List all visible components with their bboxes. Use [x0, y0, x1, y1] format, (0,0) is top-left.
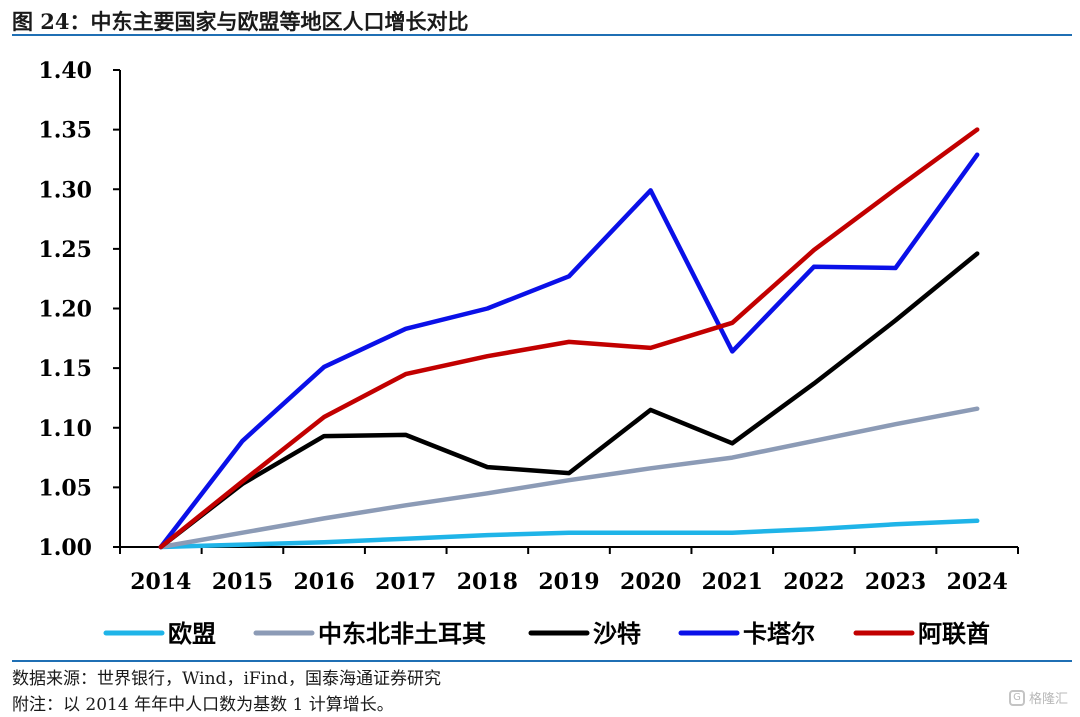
x-tick-label: 2023 — [865, 569, 926, 595]
chart-axes: 1.00 1.05 1.10 1.15 1.20 1.25 1.30 1.35 1.40 2014… — [38, 58, 1019, 595]
y-tick-label: 1.20 — [38, 297, 92, 323]
x-tick-label: 2022 — [783, 569, 844, 595]
watermark: G 格隆汇 — [1008, 688, 1068, 707]
series-line-1 — [158, 518, 980, 550]
chart-legend: 欧盟 中东北非土耳其 沙特 卡塔尔 阿联酋 — [103, 620, 990, 648]
x-tick-label: 2019 — [538, 569, 599, 595]
series-line-5 — [158, 127, 980, 550]
y-tick-label: 1.40 — [38, 58, 92, 84]
x-tick-label: 2018 — [457, 569, 518, 595]
figure-title: 图 24：中东主要国家与欧盟等地区人口增长对比 — [12, 9, 469, 34]
title-bar: 图 24：中东主要国家与欧盟等地区人口增长对比 — [12, 4, 1072, 36]
y-tick-label: 1.00 — [38, 535, 92, 561]
chart-lines — [158, 127, 980, 550]
line-chart: 1.00 1.05 1.10 1.15 1.20 1.25 1.30 1.35 1.40 2014… — [38, 58, 1019, 648]
y-tick-label: 1.05 — [38, 475, 92, 501]
series-line-2 — [158, 406, 980, 550]
legend-label-3: 沙特 — [593, 620, 641, 648]
footer-divider — [12, 660, 1072, 662]
x-tick-label: 2017 — [375, 569, 436, 595]
x-tick-label: 2024 — [947, 569, 1008, 595]
legend-label-1: 欧盟 — [168, 620, 216, 648]
y-tick-label: 1.35 — [38, 118, 92, 144]
source-note: 数据来源：世界银行，Wind，iFind，国泰海通证券研究 — [12, 669, 441, 689]
x-tick-label: 2020 — [620, 569, 681, 595]
annotation-note: 附注：以 2014 年年中人口数为基数 1 计算增长。 — [12, 695, 394, 715]
y-tick-label: 1.25 — [38, 237, 92, 263]
legend-label-4: 卡塔尔 — [743, 620, 815, 648]
watermark-text: 格隆汇 — [1028, 692, 1068, 707]
legend-label-2: 中东北非土耳其 — [318, 620, 486, 648]
legend-label-5: 阿联酋 — [918, 620, 990, 648]
x-tick-label: 2015 — [212, 569, 273, 595]
x-tick-label: 2021 — [702, 569, 763, 595]
series-line-4 — [158, 152, 980, 550]
y-tick-label: 1.15 — [38, 356, 92, 382]
series-line-3 — [158, 251, 980, 550]
x-tick-label: 2016 — [293, 569, 354, 595]
y-tick-label: 1.30 — [38, 177, 92, 203]
y-tick-label: 1.10 — [38, 416, 92, 442]
watermark-logo-icon: G — [1008, 689, 1025, 706]
x-tick-label: 2014 — [130, 569, 191, 595]
